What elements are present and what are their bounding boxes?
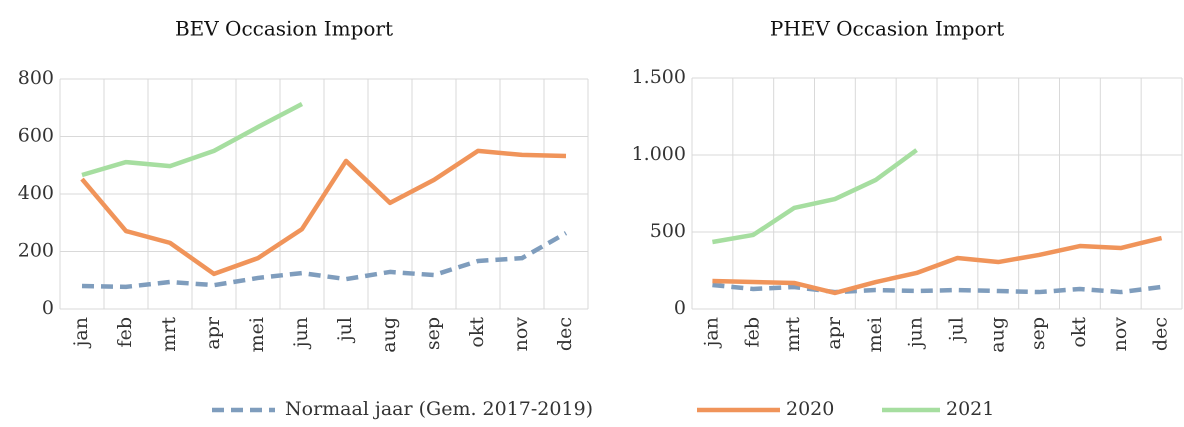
chart-title: PHEV Occasion Import [770, 17, 1004, 41]
y-tick-label: 200 [18, 240, 54, 262]
x-tick-label: dec [1150, 317, 1172, 351]
x-tick-label: jun [290, 317, 312, 349]
y-tick-label: 400 [18, 182, 54, 204]
x-tick-label: apr [823, 316, 845, 349]
y-tick-label: 1.000 [632, 143, 686, 165]
x-tick-label: aug [378, 317, 400, 353]
x-tick-label: jul [334, 317, 356, 343]
chart-title: BEV Occasion Import [175, 17, 393, 41]
x-tick-label: mei [864, 317, 886, 352]
x-tick-label: nov [510, 317, 532, 352]
x-tick-label: okt [1068, 317, 1090, 348]
legend-label: 2020 [786, 398, 834, 420]
x-tick-label: jan [700, 317, 722, 348]
x-tick-label: jul [945, 317, 967, 343]
series-line [80, 148, 567, 277]
series-line [81, 102, 304, 178]
y-tick-label: 0 [674, 297, 686, 319]
series-line [81, 231, 568, 290]
x-tick-label: feb [114, 317, 136, 347]
x-tick-label: mei [246, 317, 268, 352]
y-tick-label: 600 [18, 125, 54, 147]
x-tick-label: feb [741, 317, 763, 347]
series-line [712, 148, 918, 245]
x-tick-label: apr [202, 316, 224, 349]
x-tick-label: mrt [158, 317, 180, 352]
x-tick-label: sep [1027, 317, 1049, 350]
x-tick-label: nov [1109, 317, 1131, 352]
y-tick-label: 500 [650, 220, 686, 242]
series-line [712, 235, 1163, 296]
x-tick-label: jun [905, 317, 927, 349]
y-tick-label: 800 [18, 67, 54, 89]
x-tick-label: sep [422, 317, 444, 350]
x-tick-label: dec [554, 317, 576, 351]
legend-label: 2021 [946, 398, 994, 420]
x-tick-label: aug [986, 317, 1008, 353]
x-tick-label: jan [70, 317, 92, 348]
x-tick-label: okt [466, 317, 488, 348]
x-tick-label: mrt [782, 317, 804, 352]
y-tick-label: 0 [42, 297, 54, 319]
y-tick-label: 1.500 [632, 66, 686, 88]
legend: Normaal jaar (Gem. 2017-2019) 2020 2021 [212, 398, 994, 420]
legend-label: Normaal jaar (Gem. 2017-2019) [285, 398, 593, 420]
